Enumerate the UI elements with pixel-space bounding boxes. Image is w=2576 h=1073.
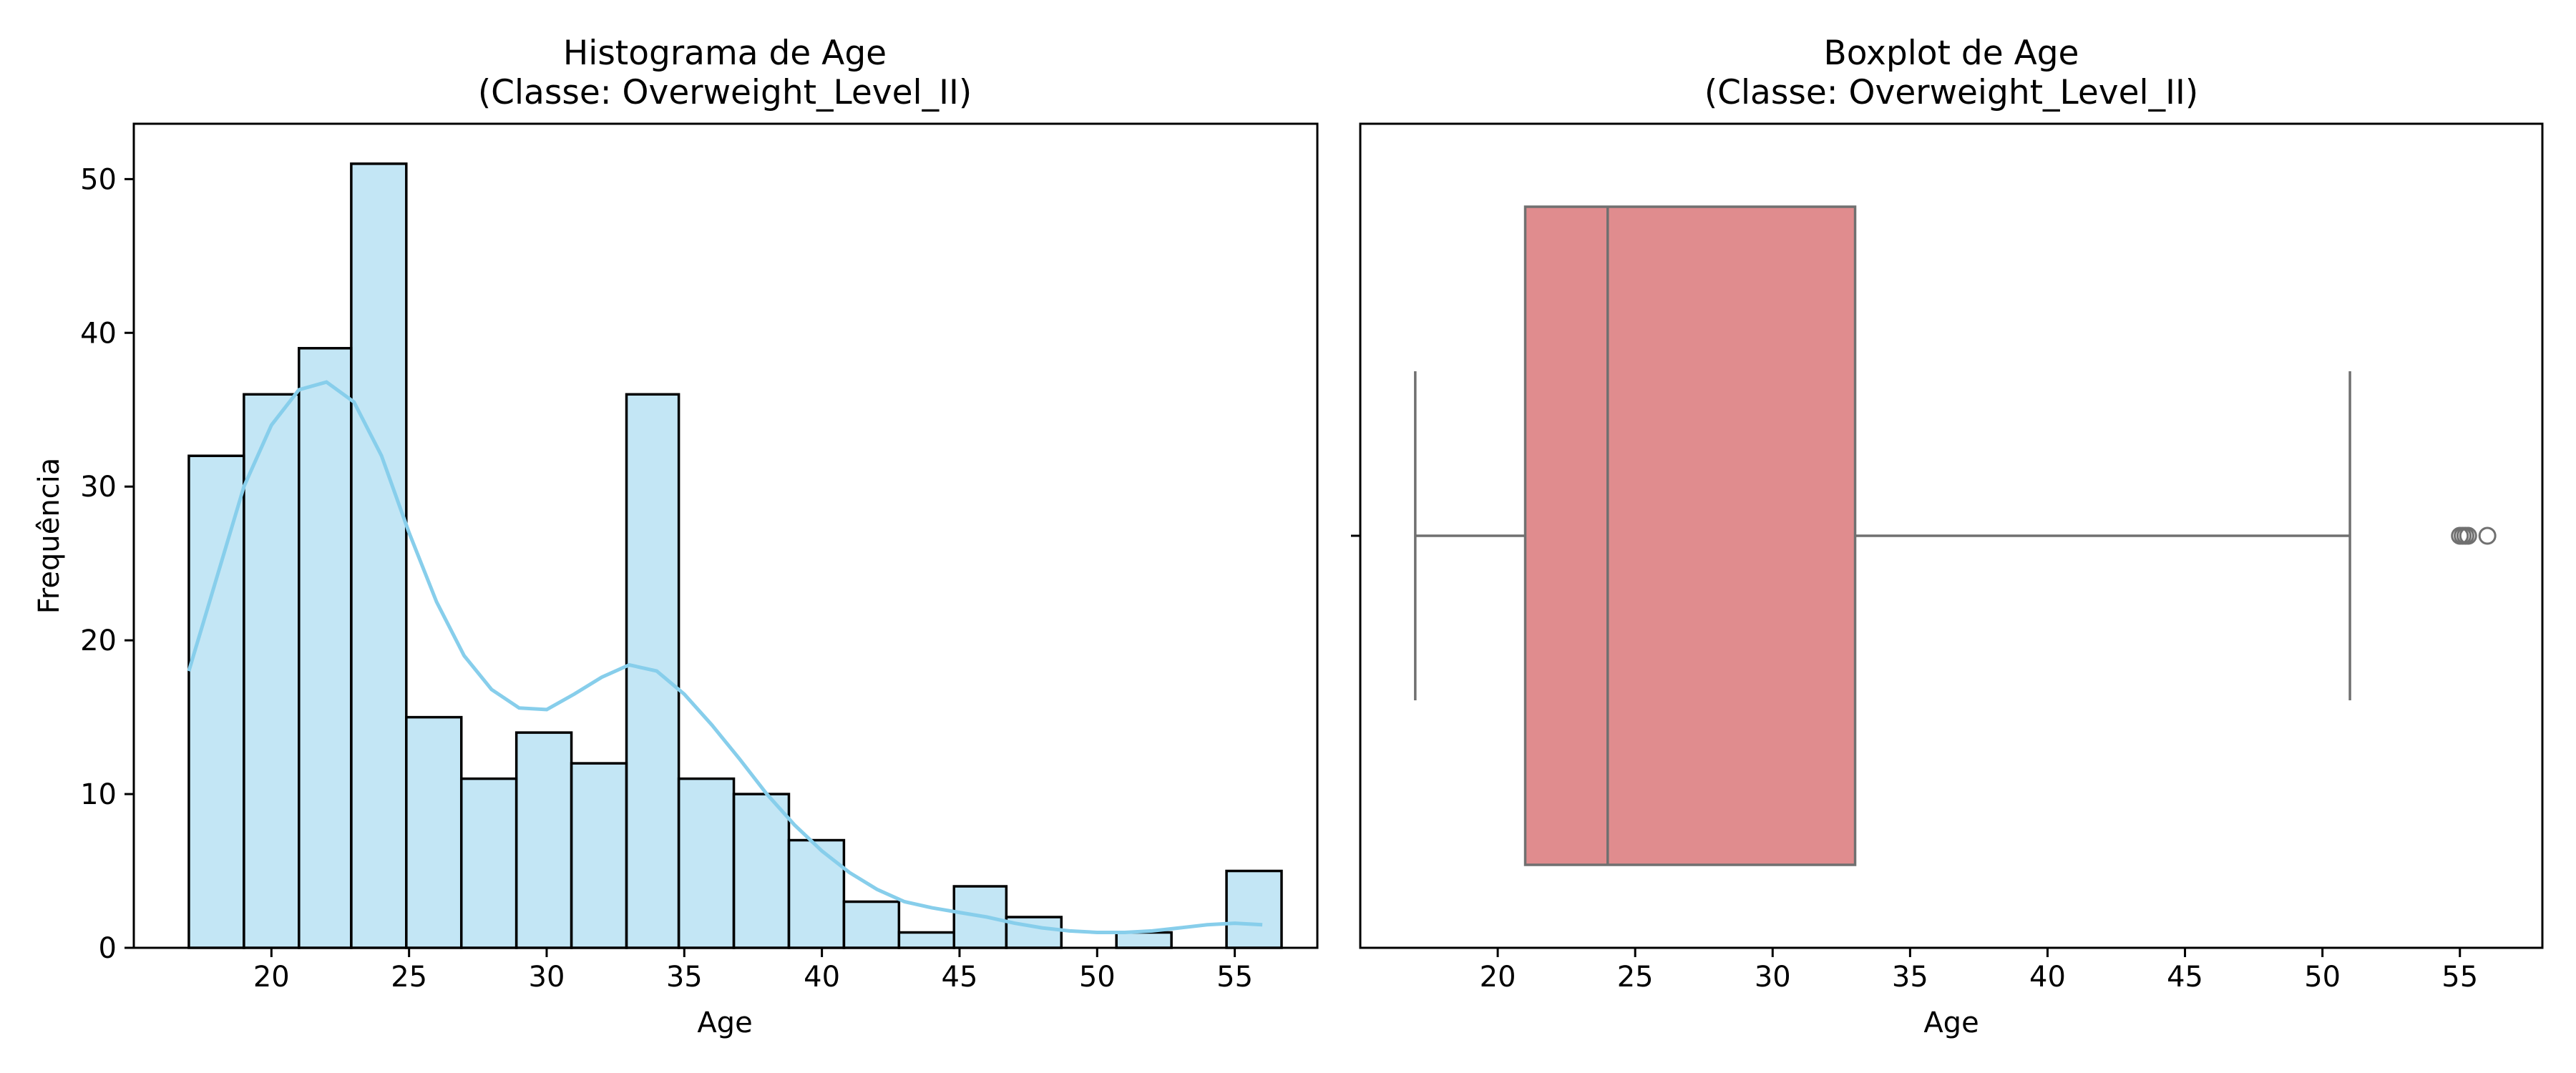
histogram-bars — [187, 162, 1283, 949]
histogram-bar — [350, 162, 408, 949]
histogram-bar — [677, 777, 736, 949]
histogram-x-tick-label: 20 — [253, 961, 290, 994]
histogram-x-tick-label: 45 — [942, 961, 978, 994]
boxplot-x-ticks: 20 25 30 35 40 45 50 55 — [1480, 948, 2478, 994]
histogram-x-ticks: 20 25 30 35 40 45 50 55 — [253, 948, 1253, 994]
histogram-y-tick-label: 0 — [99, 932, 117, 965]
histogram-axes-frame — [132, 122, 1319, 949]
histogram-bar — [405, 715, 463, 949]
histogram-x-tick-label: 30 — [529, 961, 565, 994]
boxplot-x-tick-label: 20 — [1480, 961, 1516, 994]
histogram-kde-line — [187, 380, 1263, 934]
histogram-x-tick-label: 50 — [1079, 961, 1116, 994]
histogram-bar — [570, 762, 628, 949]
histogram-y-tick-label: 40 — [80, 317, 117, 350]
histogram-subtitle: (Classe: Overweight_Level_II) — [478, 73, 972, 112]
histogram-title: Histograma de Age — [563, 34, 887, 73]
histogram-bar — [459, 777, 518, 949]
boxplot-outlier — [2459, 526, 2477, 545]
histogram-bar — [514, 731, 573, 949]
histogram-y-ticks: 0 10 20 30 40 50 — [80, 163, 134, 965]
boxplot-box — [1523, 205, 1857, 866]
histogram-x-tick-label: 25 — [391, 961, 427, 994]
histogram-x-axis-label: Age — [697, 1006, 752, 1039]
boxplot-panel: Boxplot de Age (Classe: Overweight_Level… — [1351, 34, 2544, 1039]
histogram-bar — [298, 347, 353, 949]
histogram-x-tick-label: 55 — [1216, 961, 1253, 994]
histogram-y-axis-label: Frequência — [33, 458, 66, 614]
histogram-bar — [897, 931, 956, 949]
histogram-bar — [842, 900, 901, 949]
histogram-x-tick-label: 35 — [666, 961, 703, 994]
boxplot-x-tick-label: 30 — [1755, 961, 1791, 994]
histogram-bar — [243, 393, 301, 949]
histogram-bar — [187, 454, 245, 949]
histogram-y-tick-label: 10 — [80, 778, 117, 811]
histogram-panel: Histograma de Age (Classe: Overweight_Le… — [33, 34, 1319, 1039]
boxplot-x-tick-label: 45 — [2167, 961, 2203, 994]
boxplot-x-tick-label: 25 — [1617, 961, 1654, 994]
boxplot-x-tick-label: 55 — [2441, 961, 2478, 994]
boxplot-subtitle: (Classe: Overweight_Level_II) — [1704, 73, 2198, 112]
histogram-bar — [787, 838, 846, 949]
boxplot-body — [1414, 205, 2497, 866]
histogram-bar — [1225, 869, 1283, 949]
histogram-y-tick-label: 20 — [80, 624, 117, 657]
boxplot-outlier — [2478, 526, 2497, 545]
boxplot-x-tick-label: 50 — [2304, 961, 2341, 994]
histogram-x-tick-label: 40 — [804, 961, 840, 994]
boxplot-title: Boxplot de Age — [1824, 34, 2079, 73]
histogram-bar — [1115, 931, 1173, 949]
histogram-y-tick-label: 30 — [80, 471, 117, 504]
boxplot-x-tick-label: 35 — [1892, 961, 1928, 994]
boxplot-x-axis-label: Age — [1923, 1006, 1979, 1039]
boxplot-x-tick-label: 40 — [2029, 961, 2066, 994]
histogram-y-tick-label: 50 — [80, 163, 117, 196]
histogram-bar — [732, 793, 791, 949]
